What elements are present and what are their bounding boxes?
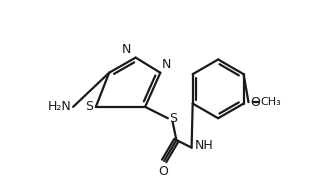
- Text: S: S: [169, 112, 177, 125]
- Text: O: O: [158, 165, 168, 178]
- Text: N: N: [162, 58, 172, 71]
- Text: N: N: [122, 43, 131, 56]
- Text: H₂N: H₂N: [47, 100, 71, 113]
- Text: CH₃: CH₃: [260, 97, 281, 107]
- Text: NH: NH: [195, 139, 213, 152]
- Text: O: O: [250, 96, 260, 109]
- Text: S: S: [85, 100, 93, 113]
